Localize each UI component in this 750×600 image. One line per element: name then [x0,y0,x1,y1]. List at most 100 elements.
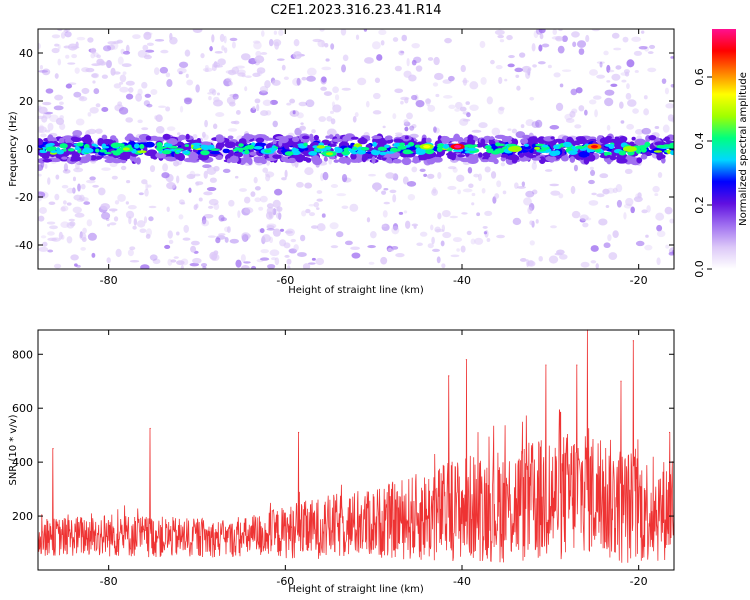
heatmap-noise-cell [141,127,149,131]
heatmap-noise-cell [383,201,390,205]
heatmap-noise-cell [228,81,233,86]
heatmap-noise-cell [631,36,642,42]
heatmap-noise-cell [498,76,503,85]
heatmap-band-core [594,148,602,153]
heatmap-noise-cell [571,210,581,219]
heatmap-noise-cell [527,206,533,215]
heatmap-noise-cell [289,98,296,104]
heatmap-band-core [586,147,592,153]
heatmap-noise-cell [186,79,194,86]
heatmap-noise-cell [226,226,231,234]
heatmap-band-cell [110,135,117,141]
heatmap-noise-cell [209,46,213,52]
heatmap-band-cell [449,137,456,142]
heatmap-band-core [644,141,651,147]
x-tick-label: -40 [453,274,471,287]
heatmap-noise-cell [83,201,91,205]
heatmap-noise-cell [482,225,488,229]
heatmap-noise-cell [230,120,237,124]
heatmap-noise-cell [201,131,206,138]
heatmap-band-core [59,143,68,149]
heatmap-noise-cell [495,64,503,70]
heatmap-noise-cell [175,175,180,184]
heatmap-noise-cell [111,175,118,180]
heatmap-noise-cell [606,124,611,131]
heatmap-noise-cell [184,49,191,57]
heatmap-noise-cell [147,184,152,188]
heatmap-noise-cell [644,244,653,251]
heatmap-band-core [371,149,378,155]
heatmap-noise-cell [105,59,112,69]
heatmap-band-cell [328,134,334,140]
heatmap-noise-cell [471,202,475,206]
heatmap-band-cell [265,157,278,162]
heatmap-noise-cell [190,240,200,246]
heatmap-noise-cell [514,67,523,73]
heatmap-noise-cell [656,230,666,238]
heatmap-noise-cell [529,240,535,246]
heatmap-band-core [156,141,163,148]
heatmap-band-cell [501,137,509,143]
heatmap-noise-cell [344,240,353,246]
heatmap-band-cell [656,154,666,159]
heatmap-noise-cell [178,214,184,220]
heatmap-noise-cell [452,237,463,243]
heatmap-noise-cell [529,220,534,226]
x-tick-label: -60 [276,575,294,588]
heatmap-noise-cell [292,51,302,60]
heatmap-noise-cell [406,112,413,120]
heatmap-noise-cell [192,29,203,33]
heatmap-noise-cell [456,248,460,252]
heatmap-noise-cell [118,81,124,85]
heatmap-peak-core [423,145,431,149]
heatmap-noise-cell [321,66,332,71]
heatmap-band-cell [58,137,65,145]
heatmap-noise-cell [435,93,440,98]
heatmap-noise-cell [76,36,86,41]
heatmap-noise-cell [89,106,99,114]
heatmap-noise-cell [547,64,552,69]
heatmap-band-cell [209,151,221,155]
heatmap-noise-cell [391,246,399,250]
heatmap-noise-cell [461,212,468,215]
heatmap-noise-cell [272,199,281,209]
heatmap-noise-cell [403,210,408,214]
heatmap-noise-cell [72,176,77,182]
heatmap-noise-cell [262,167,269,173]
heatmap-noise-cell [128,87,134,93]
heatmap-band-core [372,141,377,147]
heatmap-noise-cell [374,184,379,192]
heatmap-noise-cell [589,166,594,171]
heatmap-noise-cell [442,95,453,99]
heatmap-noise-cell [603,50,609,56]
heatmap-noise-cell [207,235,216,238]
heatmap-noise-cell [51,34,61,39]
heatmap-noise-cell [526,259,530,268]
heatmap-noise-cell [223,47,228,54]
heatmap-band-core [653,150,663,153]
heatmap-noise-cell [144,32,153,36]
heatmap-noise-cell [531,121,540,128]
heatmap-band-core [303,142,308,147]
heatmap-noise-cell [625,197,634,207]
heatmap-noise-cell [127,249,134,257]
heatmap-noise-cell [260,52,268,55]
heatmap-noise-cell [380,256,388,265]
heatmap-band-core [534,146,541,150]
heatmap-noise-cell [95,128,103,134]
heatmap-noise-cell [158,105,167,108]
heatmap-noise-cell [154,38,165,42]
heatmap-noise-cell [257,70,263,77]
heatmap-band-cell [640,154,648,160]
heatmap-noise-cell [215,112,225,118]
heatmap-noise-cell [341,173,348,183]
heatmap-noise-cell [60,32,66,39]
heatmap-noise-cell [195,181,204,186]
heatmap-noise-cell [62,200,67,205]
heatmap-noise-cell [60,205,69,212]
heatmap-noise-cell [575,87,583,94]
heatmap-noise-cell [450,254,460,258]
heatmap-noise-cell [250,191,256,197]
heatmap-band-core [95,148,100,153]
heatmap-noise-cell [372,110,382,115]
